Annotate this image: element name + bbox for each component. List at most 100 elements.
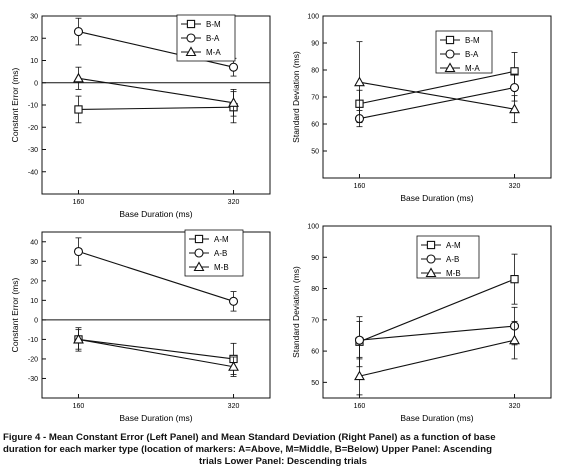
legend-label-a-b: A-B xyxy=(214,249,227,258)
series-line-a-m xyxy=(359,278,515,343)
series-line-a-m xyxy=(78,338,234,360)
figure-caption: Figure 4 - Mean Constant Error (Left Pan… xyxy=(3,432,563,468)
legend-marker-a-m xyxy=(426,240,436,250)
data-point-m-b xyxy=(509,334,520,345)
legend-marker-m-a xyxy=(185,46,197,57)
y-tick-label: -40 xyxy=(28,169,38,176)
data-point-a-b xyxy=(73,246,84,257)
y-tick-label: 40 xyxy=(30,239,38,246)
caption-line-1: Figure 4 - Mean Constant Error (Left Pan… xyxy=(3,432,496,443)
y-tick-label: 0 xyxy=(34,317,38,324)
data-point-m-b xyxy=(228,361,239,371)
figure-panels: -40 -30 -20 -10 0 10 20 30 160 320 Base Duration (… xyxy=(10,14,552,423)
legend-marker-a-b xyxy=(426,254,436,264)
y-axis-label: Constant Error (ms) xyxy=(10,278,20,353)
legend-marker-b-a xyxy=(186,33,196,43)
y-tick-label: 100 xyxy=(307,224,319,231)
y-tick-label: 20 xyxy=(30,36,38,43)
panel-ascending-constant-error: -40 -30 -20 -10 0 10 20 30 160 320 Base Duration (… xyxy=(10,14,271,219)
y-tick-label: 0 xyxy=(34,80,38,87)
y-tick-label: 50 xyxy=(311,149,319,156)
x-tick-label: 320 xyxy=(509,183,521,190)
panel-descending-constant-error: -30 -20 -10 0 10 20 30 40 160 320 Base Duration (m… xyxy=(10,229,271,423)
x-tick-label: 160 xyxy=(354,403,366,410)
y-tick-label: 30 xyxy=(30,259,38,266)
y-tick-label: 70 xyxy=(311,95,319,102)
legend-marker-a-m xyxy=(194,234,204,244)
panel-ascending-standard-deviation: 50 60 70 80 90 100 160 320 Base Duration (ms) Sta… xyxy=(291,14,552,203)
legend-label-b-a: B-A xyxy=(465,50,479,59)
data-point-a-b xyxy=(354,335,365,345)
data-point-b-m xyxy=(74,105,83,114)
caption-line-3: trials Lower Panel: Descending trials xyxy=(199,456,367,467)
legend-label-m-a: M-A xyxy=(206,48,221,57)
series-line-m-a xyxy=(78,77,234,104)
plot-frame xyxy=(41,231,271,399)
x-axis-label: Base Duration (ms) xyxy=(400,193,473,203)
data-point-b-a xyxy=(509,83,520,93)
y-tick-label: 10 xyxy=(30,298,38,305)
series-line-m-b xyxy=(78,338,234,368)
legend-label-a-m: A-M xyxy=(446,241,461,250)
legend-box xyxy=(435,30,493,74)
legend-marker-m-b xyxy=(193,261,205,272)
y-tick-label: -30 xyxy=(28,376,38,383)
legend-label-m-b: M-B xyxy=(446,269,461,278)
y-tick-label: 90 xyxy=(311,255,319,262)
y-tick-label: -20 xyxy=(28,125,38,132)
x-axis-label: Base Duration (ms) xyxy=(119,209,192,219)
y-axis-label: Constant Error (ms) xyxy=(10,68,20,143)
caption-line-2: duration for each marker type (location … xyxy=(3,444,492,455)
legend-label-m-b: M-B xyxy=(214,263,229,272)
data-point-m-a xyxy=(73,72,84,83)
y-tick-label: 20 xyxy=(30,278,38,285)
data-point-m-b xyxy=(354,370,365,381)
legend-label-b-m: B-M xyxy=(465,36,480,45)
y-tick-label: 60 xyxy=(311,122,319,129)
y-tick-label: 70 xyxy=(311,317,319,324)
y-axis-label: Standard Deviation (ms) xyxy=(291,266,301,358)
series-line-a-b xyxy=(78,251,234,302)
data-point-b-a xyxy=(73,27,84,37)
data-point-a-b xyxy=(228,296,239,306)
data-point-b-a xyxy=(228,62,239,72)
y-tick-label: 60 xyxy=(311,349,319,356)
legend-label-a-m: A-M xyxy=(214,235,229,244)
y-tick-label: 80 xyxy=(311,68,319,75)
x-tick-label: 160 xyxy=(73,403,85,410)
series-line-a-b xyxy=(359,325,515,341)
legend-marker-m-a xyxy=(444,62,456,73)
y-tick-label: -20 xyxy=(28,356,38,363)
plot-frame xyxy=(322,225,552,399)
y-tick-label: 90 xyxy=(311,41,319,48)
x-tick-label: 320 xyxy=(509,403,521,410)
legend-marker-b-m xyxy=(445,35,455,45)
y-tick-label: -30 xyxy=(28,147,38,154)
series-line-m-a xyxy=(359,81,515,110)
y-tick-label: 10 xyxy=(30,58,38,65)
series-line-b-m xyxy=(359,70,515,105)
y-axis-label: Standard Deviation (ms) xyxy=(291,51,301,143)
legend-label-b-m: B-M xyxy=(206,20,221,29)
legend-marker-b-m xyxy=(186,19,196,29)
data-point-m-b xyxy=(73,333,84,344)
data-point-m-a xyxy=(509,103,520,114)
data-point-a-m xyxy=(510,275,519,284)
x-tick-label: 160 xyxy=(354,183,366,190)
x-tick-label: 320 xyxy=(228,403,240,410)
y-tick-label: -10 xyxy=(28,337,38,344)
series-line-b-m xyxy=(78,106,234,110)
data-point-m-a xyxy=(228,97,239,107)
legend-label-a-b: A-B xyxy=(446,255,459,264)
x-tick-label: 160 xyxy=(73,199,85,206)
legend-marker-a-b xyxy=(194,248,204,258)
x-axis-label: Base Duration (ms) xyxy=(400,413,473,423)
y-tick-label: 50 xyxy=(311,380,319,387)
y-tick-label: -10 xyxy=(28,103,38,110)
legend-label-b-a: B-A xyxy=(206,34,220,43)
series-line-b-a xyxy=(359,87,515,120)
panel-descending-standard-deviation: 50 60 70 80 90 100 160 320 Base Duration (ms) Sta… xyxy=(291,224,552,423)
y-tick-label: 30 xyxy=(30,14,38,21)
legend-label-m-a: M-A xyxy=(465,64,480,73)
data-point-m-a xyxy=(354,76,365,87)
